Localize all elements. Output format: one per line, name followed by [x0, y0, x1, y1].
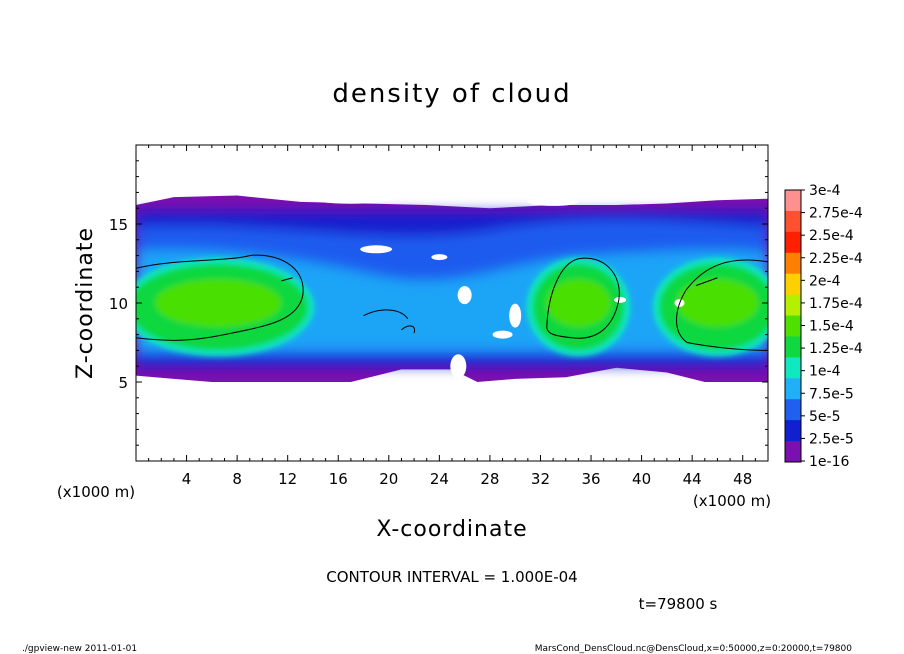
x-tick-label: 24	[430, 470, 449, 488]
colorbar-swatch	[785, 441, 801, 463]
x-axis-unit-left: (x1000 m)	[57, 483, 135, 501]
colorbar-swatch	[785, 273, 801, 296]
colorbar-label: 2e-4	[809, 273, 841, 289]
region-lime	[546, 279, 611, 327]
colorbar: 3e-4 2.75e-4 2.5e-4 2.25e-4 2e-4 1.75e-4 1.5e-…	[784, 183, 863, 470]
colorbar-label: 2.5e-4	[809, 228, 854, 244]
contour-line-center	[546, 257, 620, 339]
colorbar-label: 1.25e-4	[809, 341, 863, 357]
x-tick-label: 40	[632, 470, 651, 488]
footer-right: MarsCond_DensCloud.nc@DensCloud,x=0:5000…	[535, 644, 852, 654]
colorbar-label: 1e-16	[809, 454, 849, 470]
contour-line-small	[281, 277, 293, 282]
colorbar-label: 7.5e-5	[809, 386, 854, 402]
colorbar-label: 2.75e-4	[809, 206, 863, 222]
contour-line-right	[676, 259, 768, 351]
colorbar-label: 3e-4	[809, 183, 841, 199]
contour-interval: CONTOUR INTERVAL = 1.000E-04	[326, 568, 577, 586]
cloud-gap	[457, 286, 472, 305]
colorbar-swatch	[785, 294, 801, 317]
colorbar-label: 1.75e-4	[809, 296, 863, 312]
x-tick-label: 36	[581, 470, 600, 488]
x-tick-label: 28	[480, 470, 499, 488]
plot-area	[136, 193, 768, 382]
cloud-gap	[614, 296, 627, 303]
colorbar-swatch	[785, 420, 801, 442]
contour-line-small	[695, 277, 718, 287]
time-label: t=79800 s	[639, 595, 718, 613]
contour-line-small	[401, 325, 416, 334]
y-tick-label: 15	[109, 216, 128, 234]
cloud-gap	[492, 330, 513, 339]
colorbar-label: 2.5e-5	[809, 431, 854, 447]
footer-left: ./gpview-new 2011-01-01	[22, 644, 137, 654]
y-tick-label: 5	[118, 374, 128, 392]
high-density-group	[136, 257, 768, 357]
y-axis-label: Z-coordinate	[73, 227, 98, 379]
colorbar-label: 5e-5	[809, 409, 840, 425]
colorbar-swatch	[785, 231, 801, 254]
colorbar-swatch	[785, 378, 801, 400]
x-tick-label: 20	[379, 470, 398, 488]
x-tick-label: 44	[683, 470, 702, 488]
x-axis-label: X-coordinate	[376, 517, 527, 542]
chart-title: density of cloud	[332, 79, 571, 109]
region-lime	[676, 279, 759, 327]
colorbar-swatch	[785, 190, 801, 212]
colorbar-swatch	[785, 399, 801, 421]
colorbar-swatch	[785, 210, 801, 233]
x-tick-label: 16	[329, 470, 348, 488]
x-axis-unit-right: (x1000 m)	[693, 492, 771, 510]
cloud-gap	[527, 197, 580, 206]
x-axis-ticks: 4 8 12 16 20 24 28 32 36 40 44 48	[148, 145, 756, 488]
colorbar-swatch	[785, 315, 801, 337]
x-tick-label: 32	[531, 470, 550, 488]
colorbar-label: 2.25e-4	[809, 251, 863, 267]
cloud-gap	[431, 254, 448, 261]
y-axis-ticks: 5 10 15	[109, 160, 768, 446]
x-tick-label: 4	[182, 470, 192, 488]
x-tick-label: 12	[278, 470, 297, 488]
cloud-gap	[450, 354, 467, 379]
cloud-gap	[360, 245, 393, 254]
colorbar-swatch	[785, 336, 801, 358]
colorbar-label: 1.5e-4	[809, 319, 854, 335]
colorbar-swatch	[785, 357, 801, 379]
region-lime	[155, 279, 282, 327]
cloud-gap	[310, 193, 391, 204]
y-tick-label: 10	[109, 295, 128, 313]
contour-line-small	[363, 309, 409, 320]
x-tick-label: 8	[232, 470, 242, 488]
colorbar-swatch	[785, 252, 801, 275]
cloud-gap	[509, 303, 522, 328]
x-tick-label: 48	[733, 470, 752, 488]
colorbar-label: 1e-4	[809, 364, 841, 380]
contour-line-left	[136, 254, 304, 341]
